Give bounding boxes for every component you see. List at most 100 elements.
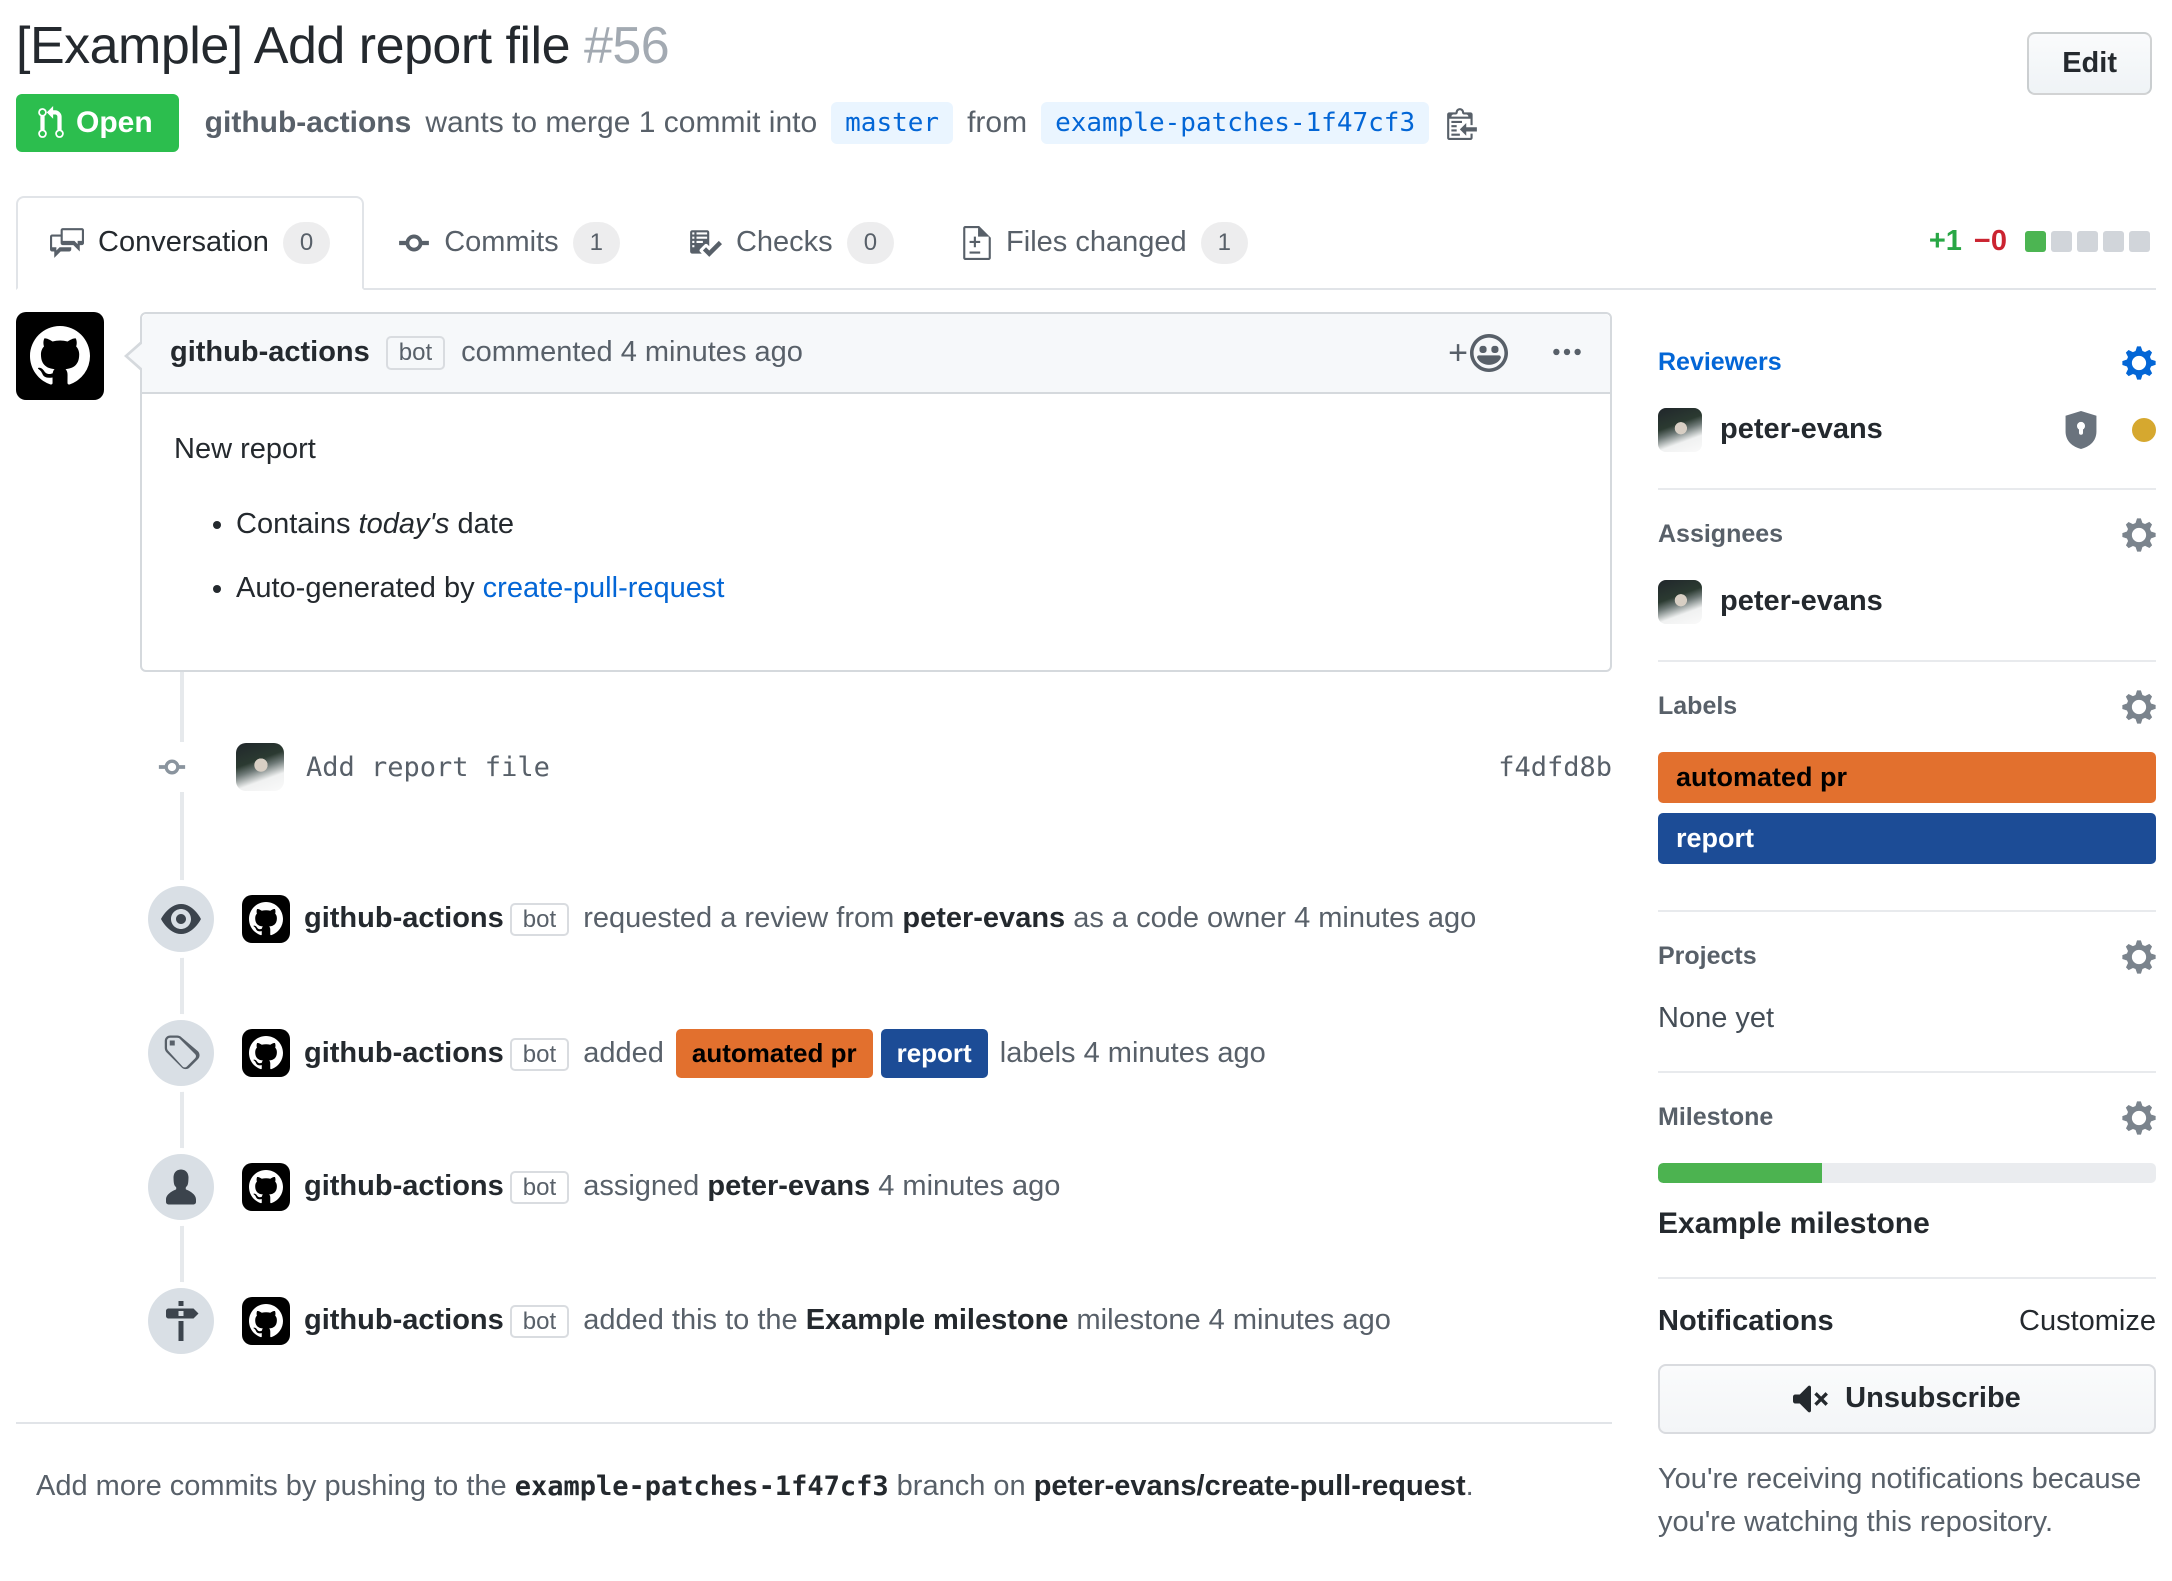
person-icon xyxy=(148,1154,214,1221)
milestone-name[interactable]: Example milestone xyxy=(1658,1206,1930,1240)
comment-header: github-actions bot commented 4 minutes a… xyxy=(142,313,1610,394)
event-plain-text: assigned xyxy=(583,1170,708,1203)
pr-author[interactable]: github-actions xyxy=(204,106,412,139)
milestone-gear-icon[interactable] xyxy=(2122,1099,2156,1137)
tab-files-changed-count: 1 xyxy=(1200,222,1248,264)
pending-review-dot xyxy=(2132,417,2156,442)
bot-badge: bot xyxy=(509,1171,570,1205)
git-commit-timeline-icon xyxy=(150,742,194,793)
event-actor-name[interactable]: github-actions xyxy=(304,902,504,935)
reviewer-name[interactable]: peter-evans xyxy=(1720,413,1883,446)
tab-checks[interactable]: Checks 0 xyxy=(654,196,928,290)
projects-heading[interactable]: Projects xyxy=(1658,938,2156,976)
timeline-event-eye: github-actions bot requested a review fro… xyxy=(16,886,1612,953)
comment: github-actions bot commented 4 minutes a… xyxy=(16,311,1612,673)
milestone-progress-fill xyxy=(1658,1162,1823,1183)
merge-summary-text: wants to merge 1 commit into xyxy=(425,106,818,139)
event-actor-name[interactable]: github-actions xyxy=(304,1170,504,1203)
reviewer-avatar[interactable] xyxy=(1658,407,1702,452)
commit-message[interactable]: Add report file xyxy=(306,751,550,783)
projects-gear-icon[interactable] xyxy=(2122,938,2156,976)
pr-title-text: [Example] Add report file xyxy=(16,17,571,75)
timeline-event-tag: github-actions bot added automated pr repo… xyxy=(16,1020,1612,1087)
pr-meta-row: Open github-actions wants to merge 1 com… xyxy=(16,94,2156,152)
assignee-name[interactable]: peter-evans xyxy=(1720,585,1883,618)
comment-body: New report Contains today's date Auto-ge… xyxy=(142,394,1610,671)
diff-block xyxy=(2129,231,2150,253)
label-chip[interactable]: report xyxy=(880,1028,988,1078)
sidebar-label[interactable]: report xyxy=(1658,812,2156,864)
diff-block xyxy=(2025,231,2046,253)
file-diff-icon xyxy=(963,225,991,260)
comment-bullet-1: Contains today's date xyxy=(236,503,1578,547)
milestone-heading[interactable]: Milestone xyxy=(1658,1099,2156,1137)
tab-conversation-label: Conversation xyxy=(98,226,269,259)
event-text: github-actions bot added automated pr repo… xyxy=(304,1028,1266,1078)
timeline-events: github-actions bot requested a review fro… xyxy=(16,886,1612,1355)
create-pull-request-link[interactable]: create-pull-request xyxy=(482,571,725,604)
comment-discussion-icon xyxy=(50,227,84,258)
customize-link[interactable]: Customize xyxy=(2019,1304,2156,1337)
checklist-icon xyxy=(690,230,722,257)
bot-badge: bot xyxy=(509,903,570,937)
event-plain-text: added xyxy=(583,1036,672,1069)
diff-block xyxy=(2077,231,2098,253)
mute-icon xyxy=(1793,1385,1829,1412)
projects-section: Projects None yet xyxy=(1658,912,2156,1073)
tab-commits[interactable]: Commits 1 xyxy=(364,196,654,290)
head-branch-ref[interactable]: example-patches-1f47cf3 xyxy=(1041,102,1430,144)
event-actor-avatar[interactable] xyxy=(242,1297,290,1346)
bot-badge: bot xyxy=(509,1037,570,1071)
assignee-avatar[interactable] xyxy=(1658,579,1702,624)
octocat-icon xyxy=(30,325,90,385)
event-bold-text: peter-evans xyxy=(707,1170,871,1203)
copy-branch-icon[interactable] xyxy=(1447,106,1477,140)
commit-author-avatar[interactable] xyxy=(236,743,284,792)
comment-bullet-list: Contains today's date Auto-generated by … xyxy=(174,503,1578,610)
assignees-section: Assignees peter-evans xyxy=(1658,490,2156,662)
reviewers-gear-icon[interactable] xyxy=(2122,344,2156,382)
assignee-row: peter-evans xyxy=(1658,579,2156,624)
footer-repo: peter-evans/create-pull-request xyxy=(1033,1470,1466,1503)
merge-summary-from: from xyxy=(967,106,1028,139)
assignees-heading[interactable]: Assignees xyxy=(1658,516,2156,554)
event-actor-avatar[interactable] xyxy=(242,1029,290,1078)
tab-conversation[interactable]: Conversation 0 xyxy=(16,196,365,290)
tab-files-changed[interactable]: Files changed 1 xyxy=(928,196,1282,290)
bot-badge: bot xyxy=(385,335,446,370)
event-plain-text: labels 4 minutes ago xyxy=(991,1036,1266,1069)
edit-button[interactable]: Edit xyxy=(2027,32,2152,95)
add-reaction-button[interactable]: + xyxy=(1448,333,1508,372)
comment-action[interactable]: commented 4 minutes ago xyxy=(461,336,803,369)
milestone-section: Milestone Example milestone xyxy=(1658,1073,2156,1279)
base-branch-ref[interactable]: master xyxy=(831,102,954,144)
unsubscribe-button[interactable]: Unsubscribe xyxy=(1658,1363,2156,1434)
labels-section: Labels automated pr report xyxy=(1658,662,2156,912)
github-actions-avatar[interactable] xyxy=(16,311,104,400)
label-chip[interactable]: automated pr xyxy=(675,1028,873,1078)
event-actor-avatar[interactable] xyxy=(242,1163,290,1212)
merge-summary: github-actions wants to merge 1 commit i… xyxy=(205,102,1477,144)
kebab-menu-icon[interactable] xyxy=(1552,336,1582,370)
event-actor-name[interactable]: github-actions xyxy=(304,1304,504,1337)
comment-bullet-2: Auto-generated by create-pull-request xyxy=(236,567,1578,611)
labels-gear-icon[interactable] xyxy=(2122,688,2156,726)
event-text: github-actions bot requested a review fro… xyxy=(304,897,1476,941)
reviewers-heading[interactable]: Reviewers xyxy=(1658,344,2156,382)
sidebar-label[interactable]: automated pr xyxy=(1658,751,2156,803)
tab-conversation-count: 0 xyxy=(282,222,331,264)
diff-block xyxy=(2103,231,2124,253)
commit-sha[interactable]: f4dfd8b xyxy=(1498,751,1612,783)
tab-files-changed-label: Files changed xyxy=(1006,226,1187,259)
eye-icon xyxy=(148,886,214,953)
plus-icon: + xyxy=(1448,333,1468,372)
labels-heading[interactable]: Labels xyxy=(1658,688,2156,726)
event-actor-avatar[interactable] xyxy=(242,895,290,944)
tag-icon xyxy=(148,1020,214,1087)
assignees-gear-icon[interactable] xyxy=(2122,516,2156,554)
event-actor-name[interactable]: github-actions xyxy=(304,1036,504,1069)
tab-commits-label: Commits xyxy=(444,226,559,259)
open-status-badge: Open xyxy=(16,94,179,152)
comment-author[interactable]: github-actions xyxy=(170,336,370,369)
commit-row: Add report file f4dfd8b xyxy=(16,680,1612,818)
